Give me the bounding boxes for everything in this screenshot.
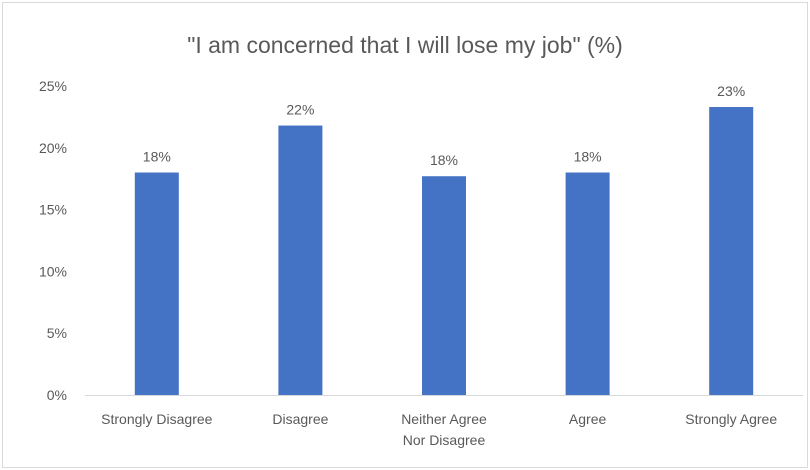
bar-series <box>134 107 754 396</box>
category-label: Agree <box>569 411 607 427</box>
data-label: 18% <box>430 152 458 168</box>
data-label: 18% <box>574 149 602 165</box>
y-tick-label: 20% <box>39 140 67 156</box>
bar <box>422 176 466 395</box>
y-tick-label: 10% <box>39 263 67 279</box>
y-tick-label: 25% <box>39 78 67 94</box>
category-label: Nor Disagree <box>403 432 486 448</box>
y-axis-tick-labels: 0% 5% 10% 15% 20% 25% <box>39 78 67 403</box>
bar <box>134 172 179 395</box>
category-label: Disagree <box>272 411 328 427</box>
x-axis-category-labels: Strongly Disagree Disagree Neither Agree No… <box>101 411 777 448</box>
category-label: Strongly Agree <box>685 411 777 427</box>
y-tick-label: 15% <box>39 202 67 218</box>
category-label: Strongly Disagree <box>101 411 212 427</box>
data-label: 18% <box>143 149 171 165</box>
bar <box>278 125 323 395</box>
y-tick-label: 0% <box>47 387 67 403</box>
bar <box>709 107 754 396</box>
chart-title: "I am concerned that I will lose my job"… <box>187 32 623 58</box>
bar-chart: "I am concerned that I will lose my job"… <box>39 32 803 448</box>
category-label: Neither Agree <box>401 411 487 427</box>
data-label: 23% <box>717 83 745 99</box>
y-tick-label: 5% <box>47 325 67 341</box>
data-label: 22% <box>286 102 314 118</box>
data-labels: 18% 22% 18% 18% 23% <box>143 83 745 168</box>
bar <box>565 172 610 395</box>
